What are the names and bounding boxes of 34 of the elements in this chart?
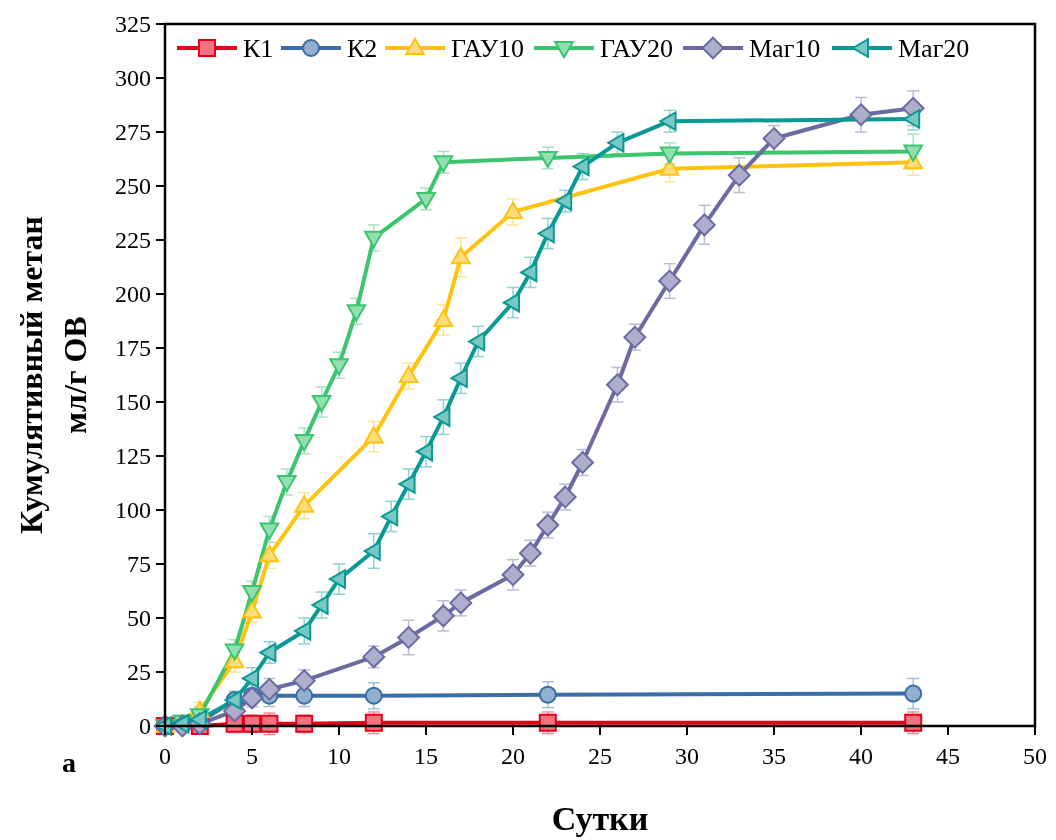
x-tick-label: 30 xyxy=(675,743,699,769)
x-tick-label: 45 xyxy=(936,743,960,769)
legend-label: Маг20 xyxy=(898,34,970,63)
x-axis-title: Сутки xyxy=(551,800,649,837)
y-tick-label: 75 xyxy=(127,551,151,577)
y-tick-label: 300 xyxy=(115,65,151,91)
y-tick-label: 200 xyxy=(115,281,151,307)
legend-label: Маг10 xyxy=(749,34,821,63)
legend-label: ГАУ10 xyxy=(451,34,525,63)
y-tick-label: 325 xyxy=(115,11,151,37)
x-tick-label: 20 xyxy=(501,743,525,769)
x-tick-label: 15 xyxy=(414,743,438,769)
legend-label: К1 xyxy=(243,34,274,63)
x-tick-label: 40 xyxy=(849,743,873,769)
y-tick-label: 175 xyxy=(115,335,151,361)
x-tick-label: 25 xyxy=(588,743,612,769)
legend-label: ГАУ20 xyxy=(600,34,674,63)
y-tick-label: 25 xyxy=(127,659,151,685)
y-tick-label: 0 xyxy=(139,713,151,739)
legend-label: К2 xyxy=(347,34,378,63)
y-tick-label: 100 xyxy=(115,497,151,523)
text: а xyxy=(62,747,76,778)
x-tick-label: 0 xyxy=(159,743,171,769)
y-tick-label: 125 xyxy=(115,443,151,469)
y-tick-label: 150 xyxy=(115,389,151,415)
y-tick-label: 250 xyxy=(115,173,151,199)
y-tick-label: 275 xyxy=(115,119,151,145)
y-tick-label: 225 xyxy=(115,227,151,253)
x-tick-label: 50 xyxy=(1023,743,1047,769)
x-tick-label: 35 xyxy=(762,743,786,769)
x-tick-label: 5 xyxy=(246,743,258,769)
y-axis-title: Кумулятивный метан мл/г ОВ xyxy=(13,215,93,535)
x-tick-label: 10 xyxy=(327,743,351,769)
y-tick-label: 50 xyxy=(127,605,151,631)
